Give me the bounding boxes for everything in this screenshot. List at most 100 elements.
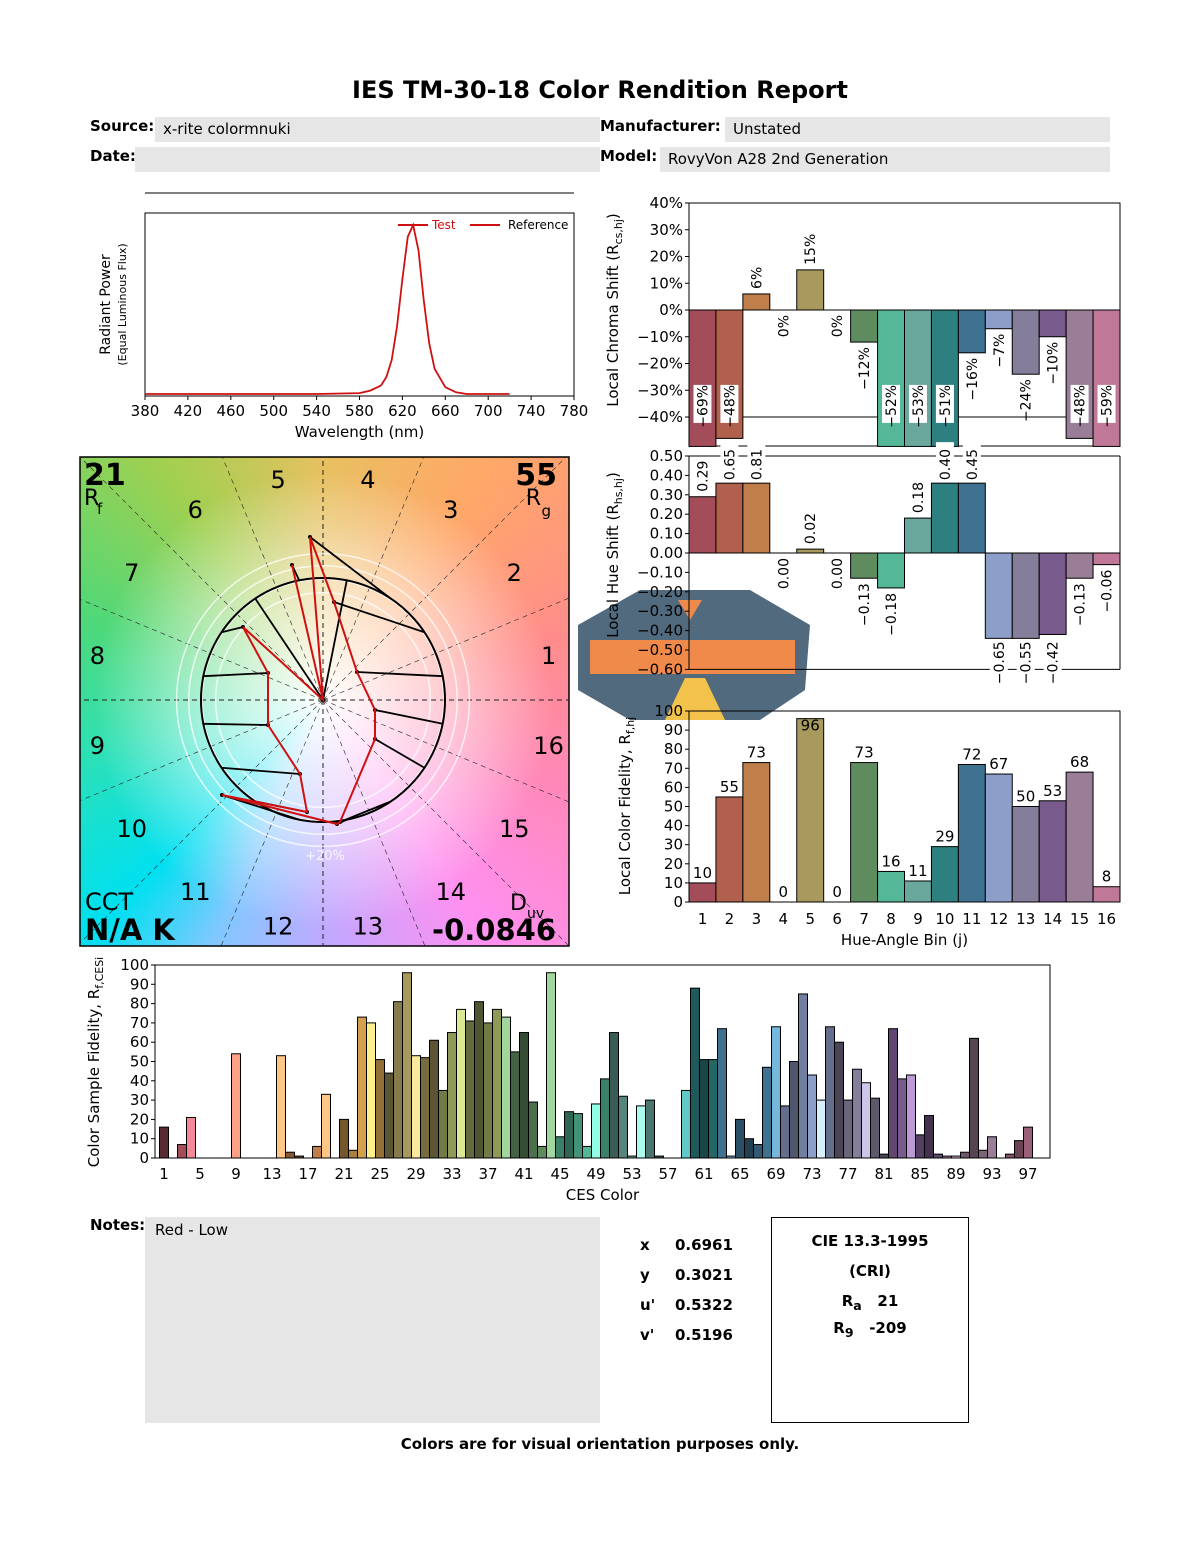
ces-bar (600, 1078, 610, 1159)
chroma-bar (688, 309, 717, 447)
bar-value-label: 0.18 (911, 482, 927, 513)
ces-bar (636, 1105, 646, 1159)
y-axis-label: Color Sample Fidelity, Rf,CESi (85, 957, 106, 1168)
chroma-bar (1011, 309, 1040, 375)
chroma-bar (796, 269, 825, 311)
x-tick-label: 77 (838, 1165, 857, 1183)
label-background (720, 384, 739, 423)
bin-label: 15 (499, 815, 530, 843)
ces-bar (933, 1153, 943, 1159)
rg-value: 55 (515, 458, 557, 493)
r9-value: -209 (869, 1319, 907, 1337)
y-tick-label: 20 (130, 1110, 149, 1128)
cct-value: N/A K (85, 913, 176, 947)
y-tick-label: 20% (650, 248, 683, 266)
bar-value-label: 15% (803, 234, 819, 265)
cct-label: CCT (85, 888, 134, 916)
y-tick-label: 100 (654, 702, 683, 720)
ces-bar (888, 1028, 898, 1159)
source-field: x-rite colormnuki (155, 117, 600, 142)
bar-value-label: 0.40 (938, 449, 954, 480)
bar-value-label: −0.13 (1073, 583, 1089, 626)
label-background (908, 384, 927, 423)
bar-value-label: −48% (722, 385, 738, 428)
bin-divider-line (220, 699, 324, 946)
x-tick-label: 16 (1097, 910, 1116, 928)
x-tick-label: 11 (962, 910, 981, 928)
duv-subscript: uv (527, 906, 544, 922)
hue-bar (715, 482, 744, 554)
y-tick-label: 10 (130, 1130, 149, 1148)
y-tick-label: −0.40 (637, 622, 683, 640)
bin-label: 9 (90, 732, 105, 760)
x-tick-label: 29 (406, 1165, 425, 1183)
x-tick-label: 25 (370, 1165, 389, 1183)
x-tick-label: 17 (298, 1165, 317, 1183)
x-tick-label: 1 (698, 910, 708, 928)
ces-bar (780, 1105, 790, 1159)
bar-value-label: 11 (908, 862, 927, 880)
x-tick-label: 85 (910, 1165, 929, 1183)
ces-bar (357, 1016, 367, 1159)
bar-value-label: 0% (830, 315, 846, 337)
ces-bar (465, 1020, 475, 1159)
label-background (1070, 384, 1089, 423)
x-tick-label: 700 (474, 402, 503, 420)
ces-bar (411, 1055, 421, 1159)
spectrum-chart: 380 420 460 500 540 580 620 660 700 740 780 Wavelen… (98, 212, 589, 441)
x-tick-label: 780 (560, 402, 589, 420)
chroma-bar (1092, 309, 1121, 447)
x-tick-label: 420 (174, 402, 203, 420)
ces-bar (753, 1143, 763, 1159)
zeroair-watermark-logo (578, 590, 810, 720)
chroma-arrow (339, 800, 392, 823)
hue-bar (688, 496, 717, 554)
ra-sub: a (853, 1298, 862, 1313)
ces-bar (546, 972, 556, 1159)
y-tick-label: 0.50 (650, 447, 683, 465)
rf-label: R (84, 486, 99, 511)
legend-test-label: Test (431, 218, 456, 232)
reference-ring (188, 565, 458, 835)
bin-label: 3 (443, 496, 458, 524)
y-tick-label: 30 (664, 836, 683, 854)
bar-value-label: 8 (1102, 868, 1112, 886)
ces-bar (969, 1037, 979, 1159)
fidelity-bar (688, 882, 717, 903)
y-tick-label: 0 (139, 1149, 149, 1167)
bin-divider-line (322, 699, 569, 803)
y-tick-label: 70 (664, 759, 683, 777)
y-tick-label: 90 (664, 721, 683, 739)
ces-bar (906, 1074, 916, 1159)
fidelity-bar (904, 880, 932, 903)
ces-bar (717, 1028, 727, 1159)
cri-box: CIE 13.3-1995 (CRI) Ra 21 R9 -209 (771, 1217, 969, 1423)
x-value: 0.6961 (675, 1236, 733, 1254)
ces-bar (609, 1032, 619, 1159)
ces-bar (699, 1059, 709, 1159)
chroma-arrow (333, 601, 425, 634)
label-background (935, 384, 954, 423)
bin-label: 4 (360, 466, 375, 494)
ces-bar (816, 1099, 826, 1159)
x-tick-label: 45 (550, 1165, 569, 1183)
ces-bar (618, 1095, 628, 1159)
bar-value-label: −51% (938, 385, 954, 428)
x-tick-label: 580 (345, 402, 374, 420)
x-tick-label: 540 (302, 402, 331, 420)
y-tick-label: 10% (650, 274, 683, 292)
chroma-bar (1038, 309, 1067, 338)
reference-ring (175, 552, 471, 848)
ces-bar (960, 1151, 970, 1159)
bar-value-label: 67 (989, 755, 1008, 773)
bar-value-label: −52% (884, 385, 900, 428)
ces-bar (492, 1008, 502, 1159)
report-title: IES TM-30-18 Color Rendition Report (352, 76, 848, 104)
bar-value-label: −0.06 (1100, 570, 1116, 613)
x-tick-label: 14 (1043, 910, 1062, 928)
graphic-frame (79, 456, 570, 947)
chroma-arrow (309, 536, 392, 600)
y-tick-label: 30 (130, 1091, 149, 1109)
